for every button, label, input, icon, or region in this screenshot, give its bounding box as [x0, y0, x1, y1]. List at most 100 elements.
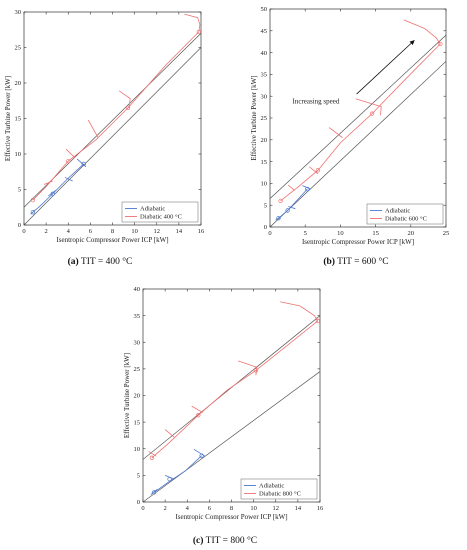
y-tick-label: 15 — [261, 159, 268, 166]
x-tick-label: 4 — [186, 505, 190, 512]
diabatic-data-point — [30, 197, 35, 203]
diabatic-data-point — [66, 158, 71, 164]
adiabatic-data-point — [285, 208, 290, 213]
adiabatic-data-point — [276, 216, 281, 221]
y-tick-label: 0 — [137, 499, 140, 506]
diabatic-series-line — [87, 119, 99, 138]
legend-label: Diabatic 400 °C — [140, 214, 182, 221]
diabatic-data-point — [149, 455, 155, 460]
x-tick-label: 0 — [141, 505, 144, 512]
diabatic-data-point — [253, 368, 258, 373]
reference-line — [270, 34, 446, 199]
x-tick-label: 6 — [89, 228, 93, 235]
legend-label: Adiabatic — [259, 483, 284, 490]
x-tick-label: 10 — [250, 505, 257, 512]
y-tick-label: 20 — [15, 80, 22, 87]
y-tick-label: 25 — [134, 366, 141, 373]
legend-box — [366, 203, 444, 225]
x-tick-label: 2 — [45, 228, 48, 235]
diabatic-series-line — [288, 184, 295, 191]
x-tick-label: 20 — [408, 230, 415, 237]
diabatic-series-line — [403, 19, 441, 45]
annotation-text: Increasing speed — [293, 98, 340, 106]
plot-frame — [142, 288, 321, 503]
x-tick-label: 2 — [164, 505, 167, 512]
diabatic-series-line — [191, 405, 203, 413]
diabatic-series-line — [280, 43, 441, 202]
caption-letter: (b) — [323, 256, 335, 267]
diabatic-series-line — [184, 13, 201, 32]
legend-box — [121, 201, 199, 223]
y-tick-label: 20 — [261, 137, 268, 144]
y-tick-label: 25 — [261, 115, 268, 122]
y-tick-label: 15 — [15, 116, 22, 123]
adiabatic-data-point — [151, 490, 157, 495]
legend-label: Adiabatic — [385, 208, 410, 215]
caption-text: TIT = 600 °C — [335, 256, 389, 267]
diabatic-series-line — [43, 180, 53, 185]
adiabatic-series-line — [288, 206, 296, 210]
legend-label: Diabatic 600 °C — [385, 216, 427, 223]
caption-text: TIT = 800 °C — [203, 535, 257, 546]
chart-panel-1: 0 2 4 6 8 10 12 14 16 0 5 10 15 20 25 30 Isentropic Comp… — [4, 9, 205, 267]
x-tick-label: 14 — [176, 228, 183, 235]
plot-frame — [269, 8, 447, 228]
y-tick-label: 30 — [134, 339, 141, 346]
y-tick-label: 10 — [261, 181, 268, 188]
y-axis-label: Effective Turbine Power [kW] — [250, 75, 258, 160]
x-tick-label: 8 — [230, 505, 233, 512]
x-tick-label: 0 — [268, 230, 271, 237]
diabatic-series-line — [32, 31, 200, 201]
y-tick-label: 50 — [261, 6, 268, 13]
y-tick-label: 45 — [261, 28, 268, 35]
y-tick-label: 30 — [261, 93, 268, 100]
legend-label: Adiabatic — [140, 206, 165, 213]
adiabatic-data-point — [305, 186, 310, 192]
x-tick-label: 4 — [67, 228, 71, 235]
y-tick-label: 20 — [134, 393, 141, 400]
adiabatic-series-line — [278, 188, 308, 219]
plot-area — [143, 301, 320, 502]
y-tick-label: 5 — [264, 202, 267, 209]
y-tick-label: 35 — [261, 72, 268, 79]
adiabatic-data-point — [199, 453, 204, 458]
adiabatic-series-line — [64, 177, 73, 182]
x-tick-label: 5 — [304, 230, 307, 237]
y-tick-label: 0 — [18, 222, 21, 229]
diabatic-series-line — [118, 90, 131, 108]
y-axis-label: Effective Turbine Power [kW] — [4, 76, 12, 161]
diabatic-series-line — [309, 166, 319, 175]
x-tick-label: 0 — [22, 228, 25, 235]
caption-letter: (a) — [68, 256, 79, 267]
y-tick-label: 0 — [264, 224, 267, 231]
x-tick-label: 10 — [131, 228, 138, 235]
diabatic-data-point — [125, 105, 131, 110]
plot-frame — [23, 11, 202, 226]
diabatic-series-line — [355, 98, 382, 116]
y-tick-label: 40 — [261, 50, 268, 57]
x-tick-label: 12 — [154, 228, 161, 235]
x-tick-label: 25 — [443, 230, 450, 237]
x-tick-label: 16 — [317, 505, 324, 512]
adiabatic-series-line — [48, 189, 57, 197]
chart-panel-3: 0 2 4 6 8 10 12 14 16 0 5 10 15 20 25 30 35 40 Isentropic … — [123, 286, 324, 546]
diabatic-data-point — [438, 41, 443, 47]
y-tick-label: 5 — [18, 187, 21, 194]
adiabatic-series-line — [153, 455, 202, 493]
adiabatic-data-point — [30, 210, 35, 215]
legend-label: Diabatic 800 °C — [259, 491, 301, 498]
panel-caption: (c) TIT = 800 °C — [193, 535, 257, 546]
diabatic-series-line — [65, 148, 76, 158]
diabatic-data-point — [196, 413, 201, 418]
adiabatic-series-line — [32, 163, 85, 213]
x-tick-label: 15 — [372, 230, 379, 237]
diabatic-data-point — [196, 29, 201, 35]
diabatic-data-point — [278, 198, 283, 203]
diabatic-series-line — [238, 360, 258, 376]
y-tick-label: 10 — [15, 151, 22, 158]
diabatic-series-line — [148, 451, 157, 457]
diabatic-series-line — [151, 320, 319, 459]
